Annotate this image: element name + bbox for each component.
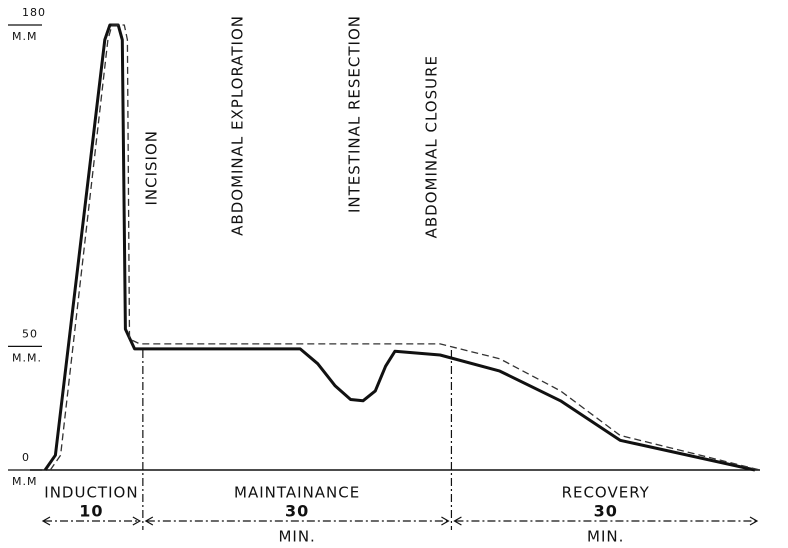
arrow-head xyxy=(749,516,759,526)
phase-unit: MIN. xyxy=(587,528,624,546)
phase-name: MAINTAINANCE xyxy=(234,484,360,502)
phase-unit: MIN. xyxy=(278,528,315,546)
arrow-head xyxy=(441,516,450,526)
arrow-head xyxy=(453,516,462,526)
y-tick-unit: M.M xyxy=(12,30,37,43)
phase-annotation: INCISION xyxy=(143,130,161,206)
phase-duration: 10 xyxy=(79,502,103,521)
y-tick-unit: M.M. xyxy=(12,351,42,364)
y-tick-label: 50 xyxy=(22,327,38,340)
y-tick-unit: M.M xyxy=(12,475,37,488)
arrow-head xyxy=(132,516,142,526)
phase-duration: 30 xyxy=(594,502,618,521)
arrow-head xyxy=(41,516,51,526)
phase-annotation: ABDOMINAL EXPLORATION xyxy=(229,15,247,236)
phase-name: RECOVERY xyxy=(562,484,650,502)
y-tick-label: 0 xyxy=(22,451,30,464)
line-series xyxy=(49,24,761,471)
phase-duration: 30 xyxy=(285,502,309,521)
phase-annotation: ABDOMINAL CLOSURE xyxy=(423,55,441,238)
phase-name: INDUCTION xyxy=(44,484,138,502)
arrow-head xyxy=(144,516,154,526)
y-tick-label: 180 xyxy=(22,6,46,19)
phase-annotation: INTESTINAL RESECTION xyxy=(346,15,364,213)
line-series xyxy=(43,23,756,472)
